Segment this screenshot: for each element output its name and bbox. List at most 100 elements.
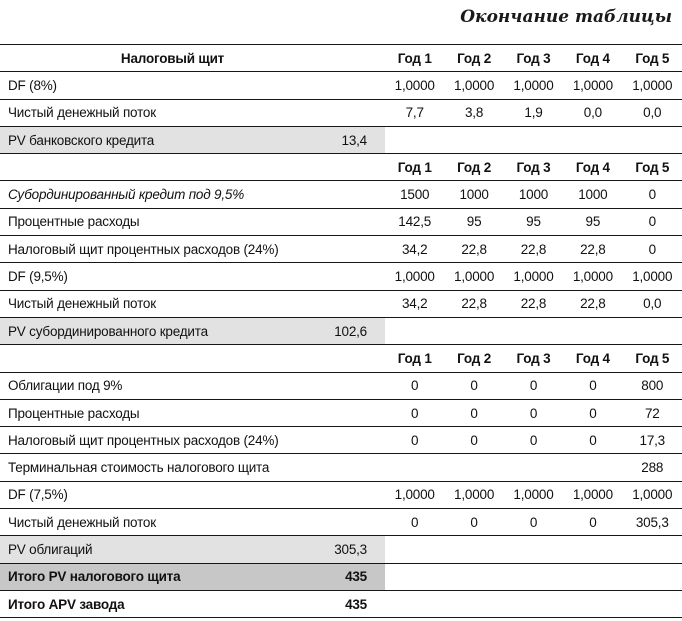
year-value: 22,8 [580, 296, 606, 312]
row-label: Налоговый щит процентных расходов (24%) [8, 241, 279, 257]
year-value: 1,0000 [513, 487, 554, 503]
year-value: 1,0000 [394, 487, 435, 503]
row-label: PV субординированного кредита [8, 323, 208, 339]
year-value: 1,0000 [513, 269, 554, 285]
year-value: 1,0000 [632, 77, 673, 93]
year-value: 22,8 [580, 241, 606, 257]
empty-year-cells [385, 564, 682, 590]
year-value: 0,0 [643, 296, 662, 312]
row-label: Итого PV налогового щита [8, 569, 181, 585]
year-value: 7,7 [405, 105, 424, 121]
table-row: Чистый денежный поток 34,2 22,8 22,8 22,8 0,0 [0, 291, 682, 318]
year-value: 17,3 [639, 432, 666, 448]
year-value: 1,0000 [394, 269, 435, 285]
year-column-header: Год 2 [457, 50, 492, 66]
table-row: Итого APV завода 435 [0, 591, 682, 619]
year-column-header: Год 3 [516, 350, 551, 366]
year-value: 72 [644, 405, 660, 421]
year-value: 800 [641, 378, 664, 394]
year-value [385, 454, 444, 480]
year-value: 0 [589, 405, 597, 421]
table-row: Облигации под 9% 0 0 0 0 800 [0, 373, 682, 400]
year-column-header: Год 3 [516, 50, 551, 66]
row-label: Процентные расходы [8, 405, 140, 421]
year-value: 1000 [518, 187, 549, 203]
year-value: 0 [411, 514, 419, 530]
year-value: 0 [470, 432, 478, 448]
year-value: 0,0 [583, 105, 602, 121]
table-row: Процентные расходы 0 0 0 0 72 [0, 400, 682, 428]
year-value [504, 454, 563, 480]
year-value: 34,2 [401, 241, 428, 257]
year-value: 1,9 [524, 105, 543, 121]
year-value: 0 [529, 378, 538, 394]
row-label: DF (8%) [8, 77, 57, 93]
year-header-row: Налоговый щит Год 1 Год 2 Год 3 Год 4 Год 5 [0, 45, 682, 73]
year-value: 0 [470, 378, 478, 394]
year-value: 1000 [459, 187, 489, 203]
table-row: Налоговый щит процентных расходов (24%) 3… [0, 236, 682, 264]
empty-year-cells [385, 318, 682, 344]
year-column-header: Год 4 [575, 159, 610, 175]
row-label: PV банковского кредита [8, 132, 155, 148]
year-value: 0 [529, 405, 538, 421]
first-column-header [0, 345, 385, 371]
table-row: DF (8%) 1,0000 1,0000 1,0000 1,0000 1,0000 [0, 72, 682, 100]
summary-value: 305,3 [334, 541, 367, 557]
row-label: Итого APV завода [8, 596, 125, 612]
row-label: DF (9,5%) [8, 269, 68, 285]
year-value: 0 [589, 378, 597, 394]
year-value: 22,8 [520, 296, 547, 312]
summary-cell: Итого PV налогового щита 435 [0, 563, 385, 590]
table-row: DF (7,5%) 1,0000 1,0000 1,0000 1,0000 1,0000 [0, 482, 682, 510]
year-value: 0 [529, 432, 538, 448]
table-row: Процентные расходы 142,5 95 95 95 0 [0, 209, 682, 237]
year-value: 142,5 [398, 214, 432, 230]
summary-cell: PV субординированного кредита 102,6 [0, 317, 385, 345]
year-column-header: Год 1 [397, 350, 432, 366]
year-value: 95 [585, 214, 601, 230]
year-value: 1,0000 [513, 77, 554, 93]
year-value: 3,8 [465, 105, 484, 121]
year-header-row: Год 1 Год 2 Год 3 Год 4 Год 5 [0, 345, 682, 373]
year-value: 305,3 [635, 514, 669, 530]
year-value: 0 [470, 514, 478, 530]
table-row: PV облигаций 305,3 [0, 536, 682, 564]
summary-cell: PV облигаций 305,3 [0, 536, 385, 563]
year-value: 1,0000 [572, 77, 613, 93]
empty-year-cells [385, 591, 682, 617]
table-row: Чистый денежный поток 7,7 3,8 1,9 0,0 0,0 [0, 100, 682, 127]
year-value: 0 [529, 514, 538, 530]
year-column-header: Год 1 [397, 159, 432, 175]
year-value: 0 [589, 514, 597, 530]
first-column-header [0, 154, 385, 180]
table-row: PV субординированного кредита 102,6 [0, 317, 682, 346]
year-value [444, 454, 503, 480]
year-column-header: Год 3 [516, 159, 551, 175]
year-column-header: Год 4 [575, 350, 610, 366]
year-value: 22,8 [461, 241, 487, 257]
year-value: 95 [526, 214, 541, 230]
year-value: 0 [411, 432, 419, 448]
year-value: 0 [411, 378, 419, 394]
row-label: Чистый денежный поток [8, 514, 156, 530]
year-header-row: Год 1 Год 2 Год 3 Год 4 Год 5 [0, 154, 682, 182]
first-column-header: Налоговый щит [120, 50, 225, 66]
summary-value: 102,6 [334, 323, 367, 339]
table-row: Налоговый щит процентных расходов (24%) 0… [0, 427, 682, 455]
year-value: 1,0000 [454, 77, 495, 93]
row-label: Чистый денежный поток [8, 296, 156, 312]
year-value: 95 [466, 214, 482, 230]
summary-value: 13,4 [341, 132, 368, 148]
table-row: PV банковского кредита 13,4 [0, 126, 682, 155]
row-label: Налоговый щит процентных расходов (24%) [8, 432, 279, 448]
year-column-header: Год 1 [397, 50, 432, 66]
row-label: Облигации под 9% [8, 378, 123, 394]
year-value: 22,8 [461, 296, 487, 312]
year-value: 0 [648, 241, 657, 257]
year-value: 1,0000 [394, 77, 435, 93]
summary-value: 435 [345, 569, 367, 585]
table-row: Чистый денежный поток 0 0 0 0 305,3 [0, 509, 682, 537]
row-label: Чистый денежный поток [8, 105, 156, 121]
